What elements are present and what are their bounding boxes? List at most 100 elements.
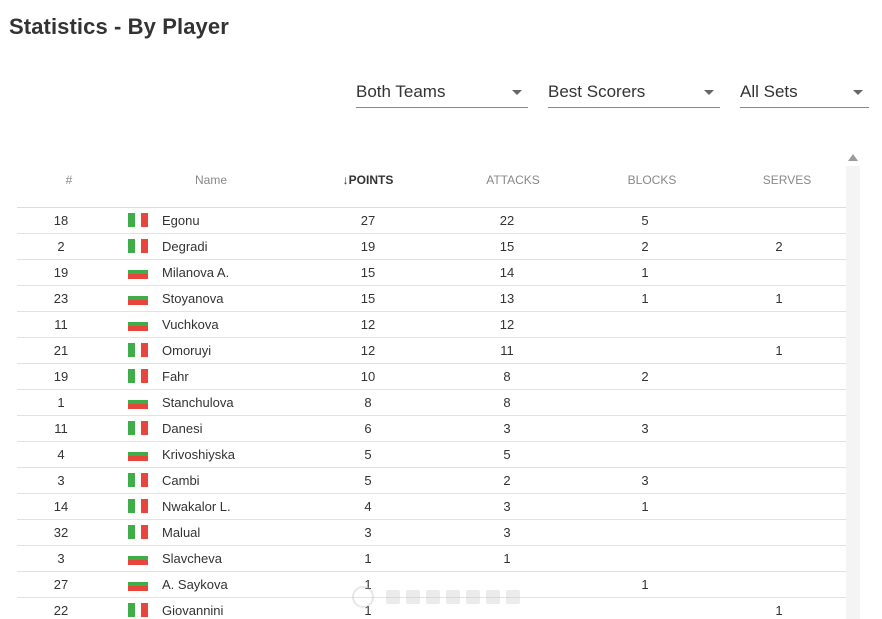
player-name[interactable]: Cambi bbox=[162, 473, 200, 488]
serves-cell: 1 bbox=[775, 343, 783, 358]
table-row[interactable]: 2 Degradi 19 15 2 2 bbox=[17, 234, 846, 260]
ita-flag-icon bbox=[128, 603, 148, 617]
table-row[interactable]: 3 Slavcheva 1 1 bbox=[17, 546, 846, 572]
table-row[interactable]: 21 Omoruyi 12 11 1 bbox=[17, 338, 846, 364]
bul-flag-icon bbox=[128, 265, 148, 279]
player-number: 22 bbox=[53, 603, 69, 618]
player-name[interactable]: A. Saykova bbox=[162, 577, 228, 592]
blocks-cell: 1 bbox=[641, 499, 649, 514]
column-header-points-label: POINTS bbox=[348, 173, 394, 187]
table-row[interactable]: 11 Danesi 6 3 3 bbox=[17, 416, 846, 442]
player-name[interactable]: Milanova A. bbox=[162, 265, 230, 280]
ita-flag-icon bbox=[128, 369, 148, 383]
player-number: 11 bbox=[54, 317, 68, 332]
points-cell: 19 bbox=[360, 239, 376, 254]
table-row[interactable]: 4 Krivoshiyska 5 5 bbox=[17, 442, 846, 468]
bul-flag-icon bbox=[128, 291, 148, 305]
points-cell: 12 bbox=[360, 317, 376, 332]
points-cell: 27 bbox=[360, 213, 376, 228]
player-name[interactable]: Krivoshiyska bbox=[162, 447, 235, 462]
ita-flag-icon bbox=[128, 421, 148, 435]
attacks-cell: 1 bbox=[503, 551, 511, 566]
table-row[interactable]: 18 Egonu 27 22 5 bbox=[17, 208, 846, 234]
column-header-blocks[interactable]: BLOCKS bbox=[627, 173, 677, 187]
blocks-cell: 1 bbox=[641, 291, 649, 306]
sets-filter-value: All Sets bbox=[740, 82, 798, 101]
bul-flag-icon bbox=[128, 551, 148, 565]
sort-descending-icon: ↓ bbox=[342, 173, 349, 187]
attacks-cell: 2 bbox=[503, 473, 511, 488]
points-cell: 5 bbox=[364, 473, 372, 488]
sets-filter-dropdown[interactable]: All Sets bbox=[740, 80, 869, 108]
player-number: 4 bbox=[57, 447, 65, 462]
scroll-up-arrow-icon[interactable] bbox=[848, 154, 858, 161]
attacks-cell: 3 bbox=[503, 421, 511, 436]
table-row[interactable]: 22 Giovannini 1 1 bbox=[17, 598, 846, 619]
column-header-serves[interactable]: SERVES bbox=[762, 173, 812, 187]
attacks-cell: 8 bbox=[503, 369, 511, 384]
player-number: 23 bbox=[53, 291, 69, 306]
points-cell: 1 bbox=[364, 577, 372, 592]
player-number: 3 bbox=[57, 551, 65, 566]
table-row[interactable]: 23 Stoyanova 15 13 1 1 bbox=[17, 286, 846, 312]
team-filter-dropdown[interactable]: Both Teams bbox=[356, 80, 528, 108]
player-name[interactable]: Malual bbox=[162, 525, 201, 540]
player-name[interactable]: Slavcheva bbox=[162, 551, 222, 566]
bul-flag-icon bbox=[128, 317, 148, 331]
attacks-cell: 3 bbox=[503, 525, 511, 540]
ita-flag-icon bbox=[128, 525, 148, 539]
column-header-name[interactable]: Name bbox=[194, 173, 227, 187]
scrollbar-track[interactable] bbox=[846, 166, 860, 619]
player-name[interactable]: Giovannini bbox=[162, 603, 224, 618]
player-stats-table: # Name ↓POINTS ATTACKS BLOCKS SERVES 18 E… bbox=[17, 156, 846, 619]
column-header-number[interactable]: # bbox=[65, 173, 73, 187]
caret-down-icon bbox=[704, 90, 714, 95]
attacks-cell: 22 bbox=[499, 213, 515, 228]
table-row[interactable]: 27 A. Saykova 1 1 bbox=[17, 572, 846, 598]
player-number: 18 bbox=[53, 213, 69, 228]
player-name[interactable]: Nwakalor L. bbox=[162, 499, 231, 514]
bul-flag-icon bbox=[128, 395, 148, 409]
player-name[interactable]: Egonu bbox=[162, 213, 200, 228]
column-header-points[interactable]: ↓POINTS bbox=[327, 173, 409, 187]
blocks-cell: 3 bbox=[641, 421, 649, 436]
player-name[interactable]: Degradi bbox=[162, 239, 208, 254]
table-row[interactable]: 1 Stanchulova 8 8 bbox=[17, 390, 846, 416]
attacks-cell: 5 bbox=[503, 447, 511, 462]
stat-type-filter-dropdown[interactable]: Best Scorers bbox=[548, 80, 720, 108]
blocks-cell: 1 bbox=[641, 577, 649, 592]
table-row[interactable]: 14 Nwakalor L. 4 3 1 bbox=[17, 494, 846, 520]
player-name[interactable]: Stoyanova bbox=[162, 291, 224, 306]
attacks-cell: 8 bbox=[503, 395, 511, 410]
player-number: 19 bbox=[53, 369, 69, 384]
points-cell: 15 bbox=[360, 291, 376, 306]
team-filter-value: Both Teams bbox=[356, 82, 446, 101]
ita-flag-icon bbox=[128, 499, 148, 513]
table-row[interactable]: 19 Fahr 10 8 2 bbox=[17, 364, 846, 390]
table-row[interactable]: 3 Cambi 5 2 3 bbox=[17, 468, 846, 494]
points-cell: 10 bbox=[360, 369, 376, 384]
table-body: 18 Egonu 27 22 5 2 Degradi 19 15 2 2 19 Milanova A. 1… bbox=[17, 208, 846, 619]
player-name[interactable]: Omoruyi bbox=[162, 343, 212, 358]
stat-type-filter-value: Best Scorers bbox=[548, 82, 646, 101]
player-name[interactable]: Danesi bbox=[162, 421, 203, 436]
table-row[interactable]: 32 Malual 3 3 bbox=[17, 520, 846, 546]
ita-flag-icon bbox=[128, 343, 148, 357]
player-name[interactable]: Fahr bbox=[162, 369, 189, 384]
player-number: 32 bbox=[53, 525, 69, 540]
player-name[interactable]: Vuchkova bbox=[162, 317, 219, 332]
table-row[interactable]: 11 Vuchkova 12 12 bbox=[17, 312, 846, 338]
points-cell: 15 bbox=[360, 265, 376, 280]
column-header-attacks[interactable]: ATTACKS bbox=[486, 173, 540, 187]
player-number: 27 bbox=[53, 577, 69, 592]
blocks-cell: 2 bbox=[641, 369, 649, 384]
points-cell: 3 bbox=[364, 525, 372, 540]
player-name[interactable]: Stanchulova bbox=[162, 395, 234, 410]
table-row[interactable]: 19 Milanova A. 15 14 1 bbox=[17, 260, 846, 286]
points-cell: 6 bbox=[364, 421, 372, 436]
points-cell: 1 bbox=[364, 551, 372, 566]
points-cell: 8 bbox=[364, 395, 372, 410]
player-number: 1 bbox=[57, 395, 65, 410]
attacks-cell: 15 bbox=[499, 239, 515, 254]
blocks-cell: 3 bbox=[641, 473, 649, 488]
